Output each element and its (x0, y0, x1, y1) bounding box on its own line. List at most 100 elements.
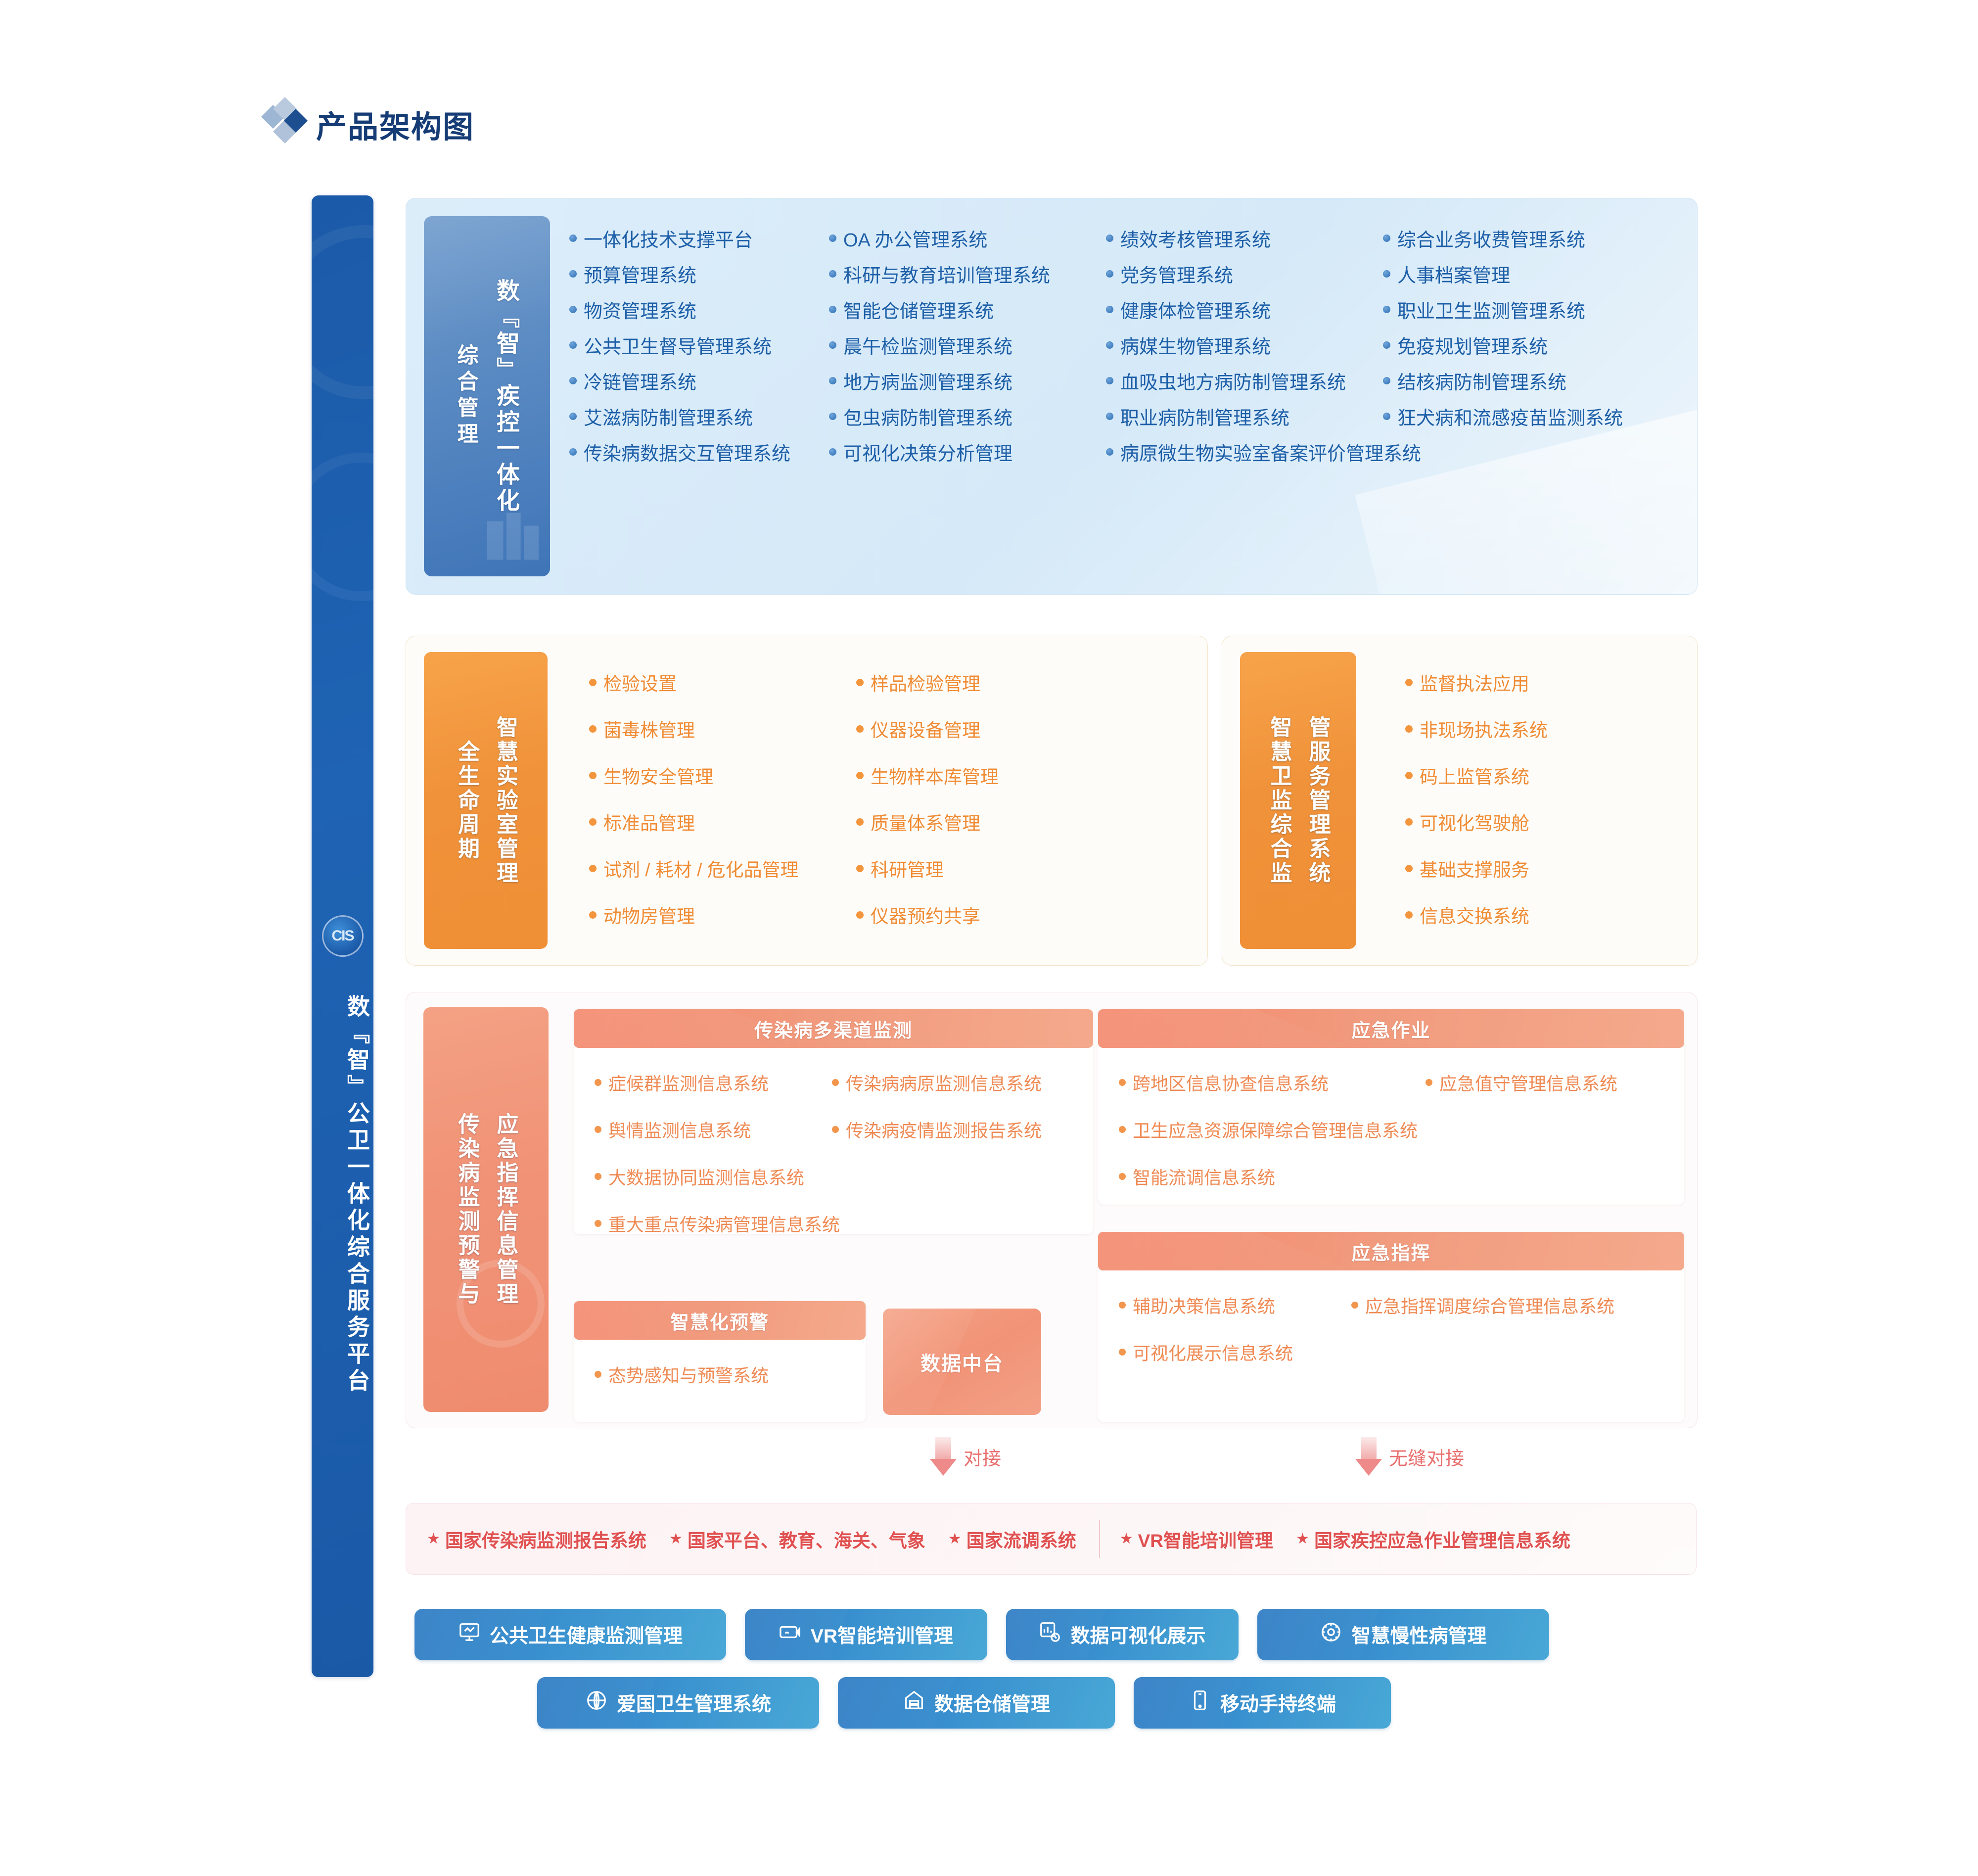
comprehensive-item[interactable]: 结核病防制管理系统 (1383, 367, 1660, 394)
bullet-dot-icon (589, 678, 597, 686)
emergency-ops-item[interactable]: 智能流调信息系统 (1119, 1164, 1426, 1189)
comprehensive-item[interactable]: 综合业务收费管理系统 (1383, 225, 1660, 252)
bottom-button-1[interactable]: 爱国卫生管理系统 (537, 1677, 819, 1729)
bullet-dot-icon (1405, 818, 1413, 826)
comprehensive-item[interactable]: 党务管理系统 (1106, 260, 1383, 287)
comprehensive-item[interactable]: 职业病防制管理系统 (1106, 403, 1383, 430)
comprehensive-item[interactable]: 免疫规划管理系统 (1383, 331, 1660, 359)
national-system-item[interactable]: ★ 国家传染病监测报告系统 (427, 1526, 646, 1552)
bottom-button-3[interactable]: 数据可视化展示 (1006, 1609, 1239, 1660)
bullet-dot-icon (829, 270, 836, 278)
bullet-dot-icon (1106, 234, 1113, 242)
comprehensive-item[interactable]: 人事档案管理 (1383, 260, 1660, 287)
bullet-dot-icon (829, 412, 836, 420)
bullet-dot-icon (1383, 234, 1390, 242)
epidemic-tab: 传染病监测预警与 应急指挥信息管理 (423, 1007, 549, 1412)
supervision-item[interactable]: 非现场执法系统 (1405, 715, 1682, 742)
lab-item[interactable]: 仪器预约共享 (856, 901, 1188, 928)
comprehensive-item[interactable]: 一体化技术支撑平台 (569, 225, 829, 252)
bullet-dot-icon (832, 1079, 839, 1086)
lab-item[interactable]: 菌毒株管理 (589, 715, 856, 742)
comprehensive-item[interactable]: 公共卫生督导管理系统 (569, 331, 829, 359)
comprehensive-item[interactable]: 科研与教育培训管理系统 (829, 260, 1106, 287)
multi-channel-item-label: 传染病疫情监测报告系统 (846, 1120, 1042, 1141)
emergency-ops-item[interactable]: 跨地区信息协查信息系统 (1119, 1070, 1426, 1095)
smart-warning-item[interactable]: 态势感知与预警系统 (595, 1361, 769, 1387)
emergency-cmd-item-label: 可视化展示信息系统 (1133, 1343, 1293, 1363)
comprehensive-item-label: 职业卫生监测管理系统 (1397, 301, 1586, 322)
supervision-item[interactable]: 信息交换系统 (1405, 901, 1682, 928)
multi-channel-item[interactable]: 传染病疫情监测报告系统 (832, 1117, 1083, 1142)
bottom-button-4[interactable]: 智慧慢性病管理 (1257, 1609, 1549, 1660)
comprehensive-item[interactable]: 健康体检管理系统 (1106, 296, 1383, 323)
lab-item[interactable]: 检验设置 (589, 669, 856, 696)
supervision-item[interactable]: 监督执法应用 (1405, 669, 1682, 696)
multi-channel-item[interactable]: 症候群监测信息系统 (595, 1070, 832, 1095)
comprehensive-item-label: 物资管理系统 (584, 301, 697, 322)
comprehensive-item[interactable]: 血吸虫地方病防制管理系统 (1106, 367, 1383, 394)
lab-item-label: 检验设置 (603, 674, 677, 694)
smart-warning-items-grid: 态势感知与预警系统 (595, 1351, 769, 1398)
lab-item[interactable]: 生物样本库管理 (856, 762, 1188, 789)
comprehensive-item[interactable]: 病原微生物实验室备案评价管理系统 (1106, 438, 1421, 466)
comprehensive-item[interactable]: 包虫病防制管理系统 (829, 403, 1106, 430)
emergency-ops-item[interactable]: 卫生应急资源保障综合管理信息系统 (1119, 1117, 1426, 1142)
multi-channel-item[interactable]: 重大重点传染病管理信息系统 (595, 1211, 840, 1236)
national-system-item[interactable]: ★ 国家流调系统 (948, 1526, 1076, 1552)
bullet-dot-icon (569, 270, 577, 278)
supervision-item-label: 非现场执法系统 (1420, 720, 1548, 741)
comprehensive-item[interactable]: 地方病监测管理系统 (829, 367, 1106, 394)
emergency-cmd-item[interactable]: 可视化展示信息系统 (1119, 1339, 1351, 1365)
lab-item[interactable]: 动物房管理 (589, 901, 856, 928)
comprehensive-item[interactable]: 冷链管理系统 (569, 367, 829, 394)
lab-item[interactable]: 科研管理 (856, 855, 1188, 882)
comprehensive-item[interactable]: OA 办公管理系统 (829, 225, 1106, 252)
multi-channel-item[interactable]: 传染病病原监测信息系统 (832, 1070, 1083, 1095)
emergency-ops-item[interactable]: 应急值守管理信息系统 (1426, 1070, 1674, 1095)
comprehensive-item[interactable]: 可视化决策分析管理 (829, 438, 1106, 466)
supervision-item[interactable]: 码上监管系统 (1405, 762, 1682, 789)
comprehensive-item[interactable]: 预算管理系统 (569, 260, 829, 287)
multi-channel-item[interactable]: 舆情监测信息系统 (595, 1117, 832, 1142)
emergency-cmd-item[interactable]: 应急指挥调度综合管理信息系统 (1351, 1292, 1674, 1318)
panel-emergency-command: 应急指挥 辅助决策信息系统 应急指挥调度综合管理信息系统 可视化展示信息系统 (1098, 1232, 1684, 1422)
national-system-label: 国家平台、教育、海关、气象 (687, 1530, 925, 1551)
bullet-dot-icon (829, 341, 836, 349)
lab-item[interactable]: 生物安全管理 (589, 762, 856, 789)
bullet-dot-icon (589, 911, 597, 919)
comprehensive-item-label: 科研与教育培训管理系统 (843, 265, 1051, 286)
comprehensive-item[interactable]: 职业卫生监测管理系统 (1383, 296, 1660, 323)
lab-item[interactable]: 试剂 / 耗材 / 危化品管理 (589, 855, 856, 882)
bullet-dot-icon (595, 1079, 601, 1086)
lab-item[interactable]: 仪器设备管理 (856, 715, 1188, 742)
national-system-item[interactable]: ★ VR智能培训管理 (1120, 1526, 1273, 1552)
comprehensive-item[interactable]: 病媒生物管理系统 (1106, 331, 1383, 359)
supervision-tab-label-1: 智慧卫监综合监 (1267, 715, 1291, 886)
bottom-button-2[interactable]: VR智能培训管理 (745, 1609, 987, 1660)
supervision-item[interactable]: 基础支撑服务 (1405, 855, 1682, 882)
comprehensive-item[interactable]: 智能仓储管理系统 (829, 296, 1106, 323)
comprehensive-item[interactable]: 绩效考核管理系统 (1106, 225, 1383, 252)
bullet-dot-icon (829, 376, 836, 384)
lab-item[interactable]: 质量体系管理 (856, 808, 1188, 835)
bullet-dot-icon (1106, 448, 1113, 456)
comprehensive-item[interactable]: 狂犬病和流感疫苗监测系统 (1383, 403, 1660, 430)
bottom-button-1[interactable]: 公共卫生健康监测管理 (414, 1609, 726, 1660)
comprehensive-item[interactable]: 晨午检监测管理系统 (829, 331, 1106, 359)
national-system-item[interactable]: ★ 国家平台、教育、海关、气象 (669, 1526, 925, 1552)
supervision-item[interactable]: 可视化驾驶舱 (1405, 808, 1682, 835)
bullet-dot-icon (1405, 678, 1413, 686)
comprehensive-item-label: 病原微生物实验室备案评价管理系统 (1120, 443, 1422, 465)
comprehensive-item[interactable]: 传染病数据交互管理系统 (569, 438, 829, 466)
comprehensive-item[interactable]: 艾滋病防制管理系统 (569, 403, 829, 430)
lab-item[interactable]: 标准品管理 (589, 808, 856, 835)
multi-channel-item[interactable]: 大数据协同监测信息系统 (595, 1164, 832, 1189)
bullet-dot-icon (1383, 270, 1390, 278)
lab-item[interactable]: 样品检验管理 (856, 669, 1188, 696)
comprehensive-item[interactable]: 物资管理系统 (569, 296, 829, 323)
national-system-item[interactable]: ★ 国家疾控应急作业管理信息系统 (1296, 1526, 1570, 1552)
bottom-button-3[interactable]: 移动手持终端 (1134, 1677, 1391, 1729)
supervision-item-label: 码上监管系统 (1420, 767, 1529, 787)
bottom-button-2[interactable]: 数据仓储管理 (838, 1677, 1115, 1729)
emergency-cmd-item[interactable]: 辅助决策信息系统 (1119, 1292, 1351, 1318)
